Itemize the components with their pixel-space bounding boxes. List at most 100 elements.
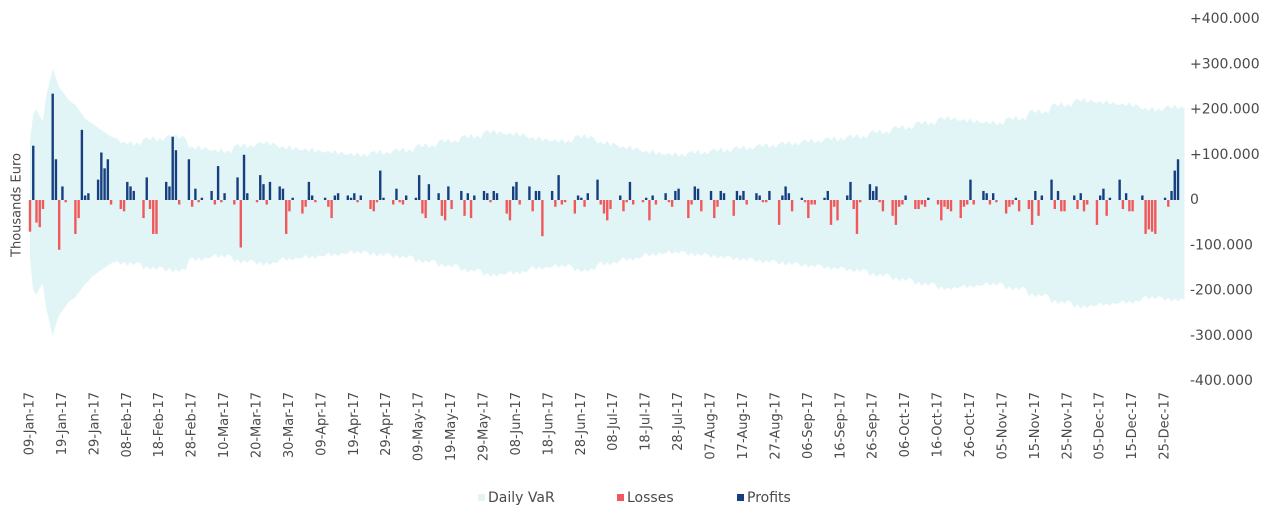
bar bbox=[1053, 200, 1056, 210]
bar bbox=[700, 200, 703, 212]
bar bbox=[803, 200, 807, 203]
bar bbox=[51, 93, 54, 200]
bar bbox=[1060, 200, 1063, 212]
bar bbox=[41, 200, 45, 210]
bar bbox=[596, 179, 599, 200]
y-tick-label: -100.000 bbox=[1190, 237, 1253, 253]
bar bbox=[1176, 159, 1180, 200]
bar bbox=[1027, 200, 1031, 210]
bar bbox=[349, 197, 353, 200]
x-tick-label: 18-Feb-17 bbox=[152, 392, 167, 457]
x-tick-label: 25-Dec-17 bbox=[1158, 392, 1173, 460]
bar bbox=[379, 170, 382, 200]
bar bbox=[648, 200, 651, 221]
plot-area bbox=[28, 68, 1185, 336]
bar bbox=[288, 200, 291, 212]
y-tick-label: +400.000 bbox=[1190, 11, 1260, 27]
legend-swatch bbox=[737, 494, 744, 501]
bar bbox=[1102, 188, 1105, 200]
bar bbox=[145, 177, 148, 200]
legend: Daily VaR Losses Profits bbox=[478, 490, 791, 506]
bar bbox=[807, 200, 810, 219]
bar bbox=[554, 200, 557, 207]
bar bbox=[1173, 170, 1176, 200]
bar bbox=[28, 200, 32, 232]
bar bbox=[353, 193, 356, 200]
bar bbox=[1167, 200, 1170, 207]
bar bbox=[1040, 195, 1044, 200]
bar bbox=[122, 200, 126, 212]
bar bbox=[995, 200, 998, 203]
bar bbox=[732, 200, 735, 216]
bar bbox=[690, 200, 693, 205]
bar bbox=[923, 200, 927, 207]
x-tick-label: 08-Feb-17 bbox=[120, 392, 135, 457]
bar bbox=[829, 200, 833, 225]
bar bbox=[152, 200, 155, 234]
x-tick-label: 06-Sep-17 bbox=[801, 392, 816, 459]
bar bbox=[447, 186, 450, 200]
bar bbox=[489, 200, 492, 203]
bar bbox=[1073, 195, 1076, 200]
x-tick-label: 28-Jul-17 bbox=[671, 392, 686, 451]
bar bbox=[1079, 193, 1082, 200]
bar bbox=[1121, 200, 1125, 210]
bar bbox=[609, 200, 612, 210]
y-tick-label: -200.000 bbox=[1190, 283, 1253, 299]
bar bbox=[187, 159, 191, 200]
bar bbox=[1098, 195, 1102, 200]
bar bbox=[878, 200, 881, 203]
bar bbox=[917, 200, 920, 210]
bar bbox=[395, 188, 398, 200]
bar bbox=[739, 195, 742, 200]
bar bbox=[943, 200, 946, 207]
x-tick-label: 06-Oct-17 bbox=[898, 392, 913, 457]
bar bbox=[1131, 200, 1134, 212]
bar bbox=[940, 200, 943, 221]
bar bbox=[359, 195, 362, 200]
bar bbox=[168, 186, 171, 200]
x-tick-label: 05-Dec-17 bbox=[1093, 392, 1108, 460]
bar bbox=[982, 190, 985, 200]
bar bbox=[281, 188, 285, 200]
bar bbox=[100, 152, 103, 200]
bar bbox=[583, 200, 586, 207]
axes: -400.000 -300.000 -200.000 -100.000 0 +100.00… bbox=[23, 11, 1260, 461]
bar bbox=[528, 186, 531, 200]
bar bbox=[1128, 200, 1131, 212]
bar bbox=[64, 200, 67, 203]
legend-label: Losses bbox=[627, 490, 674, 506]
bar bbox=[165, 181, 168, 200]
bar bbox=[846, 195, 849, 200]
bar bbox=[148, 200, 152, 210]
bar bbox=[1011, 200, 1014, 205]
bar bbox=[443, 200, 447, 221]
x-tick-label: 18-Jun-17 bbox=[541, 392, 556, 456]
bar bbox=[606, 200, 609, 221]
bar bbox=[810, 200, 813, 205]
bar bbox=[849, 181, 852, 200]
bar bbox=[87, 193, 90, 200]
bar bbox=[654, 200, 658, 205]
bar bbox=[132, 190, 135, 200]
bar bbox=[106, 159, 110, 200]
bar bbox=[109, 200, 113, 205]
bar bbox=[735, 190, 739, 200]
y-tick-label: +100.000 bbox=[1190, 147, 1260, 163]
bar bbox=[223, 193, 226, 200]
bar bbox=[787, 193, 791, 200]
bar bbox=[508, 200, 512, 221]
bar bbox=[414, 197, 418, 200]
bar bbox=[622, 200, 625, 212]
x-tick-label: 29-May-17 bbox=[477, 392, 492, 461]
bar bbox=[897, 200, 901, 207]
x-tick-label: 27-Aug-17 bbox=[768, 392, 783, 460]
x-tick-label: 16-Sep-17 bbox=[833, 392, 848, 459]
bar bbox=[1105, 200, 1108, 216]
bar bbox=[268, 181, 272, 200]
bar bbox=[369, 200, 372, 210]
bar bbox=[758, 195, 761, 200]
bar bbox=[946, 200, 949, 210]
x-tick-label: 30-Mar-17 bbox=[282, 392, 297, 458]
bar bbox=[190, 200, 194, 207]
